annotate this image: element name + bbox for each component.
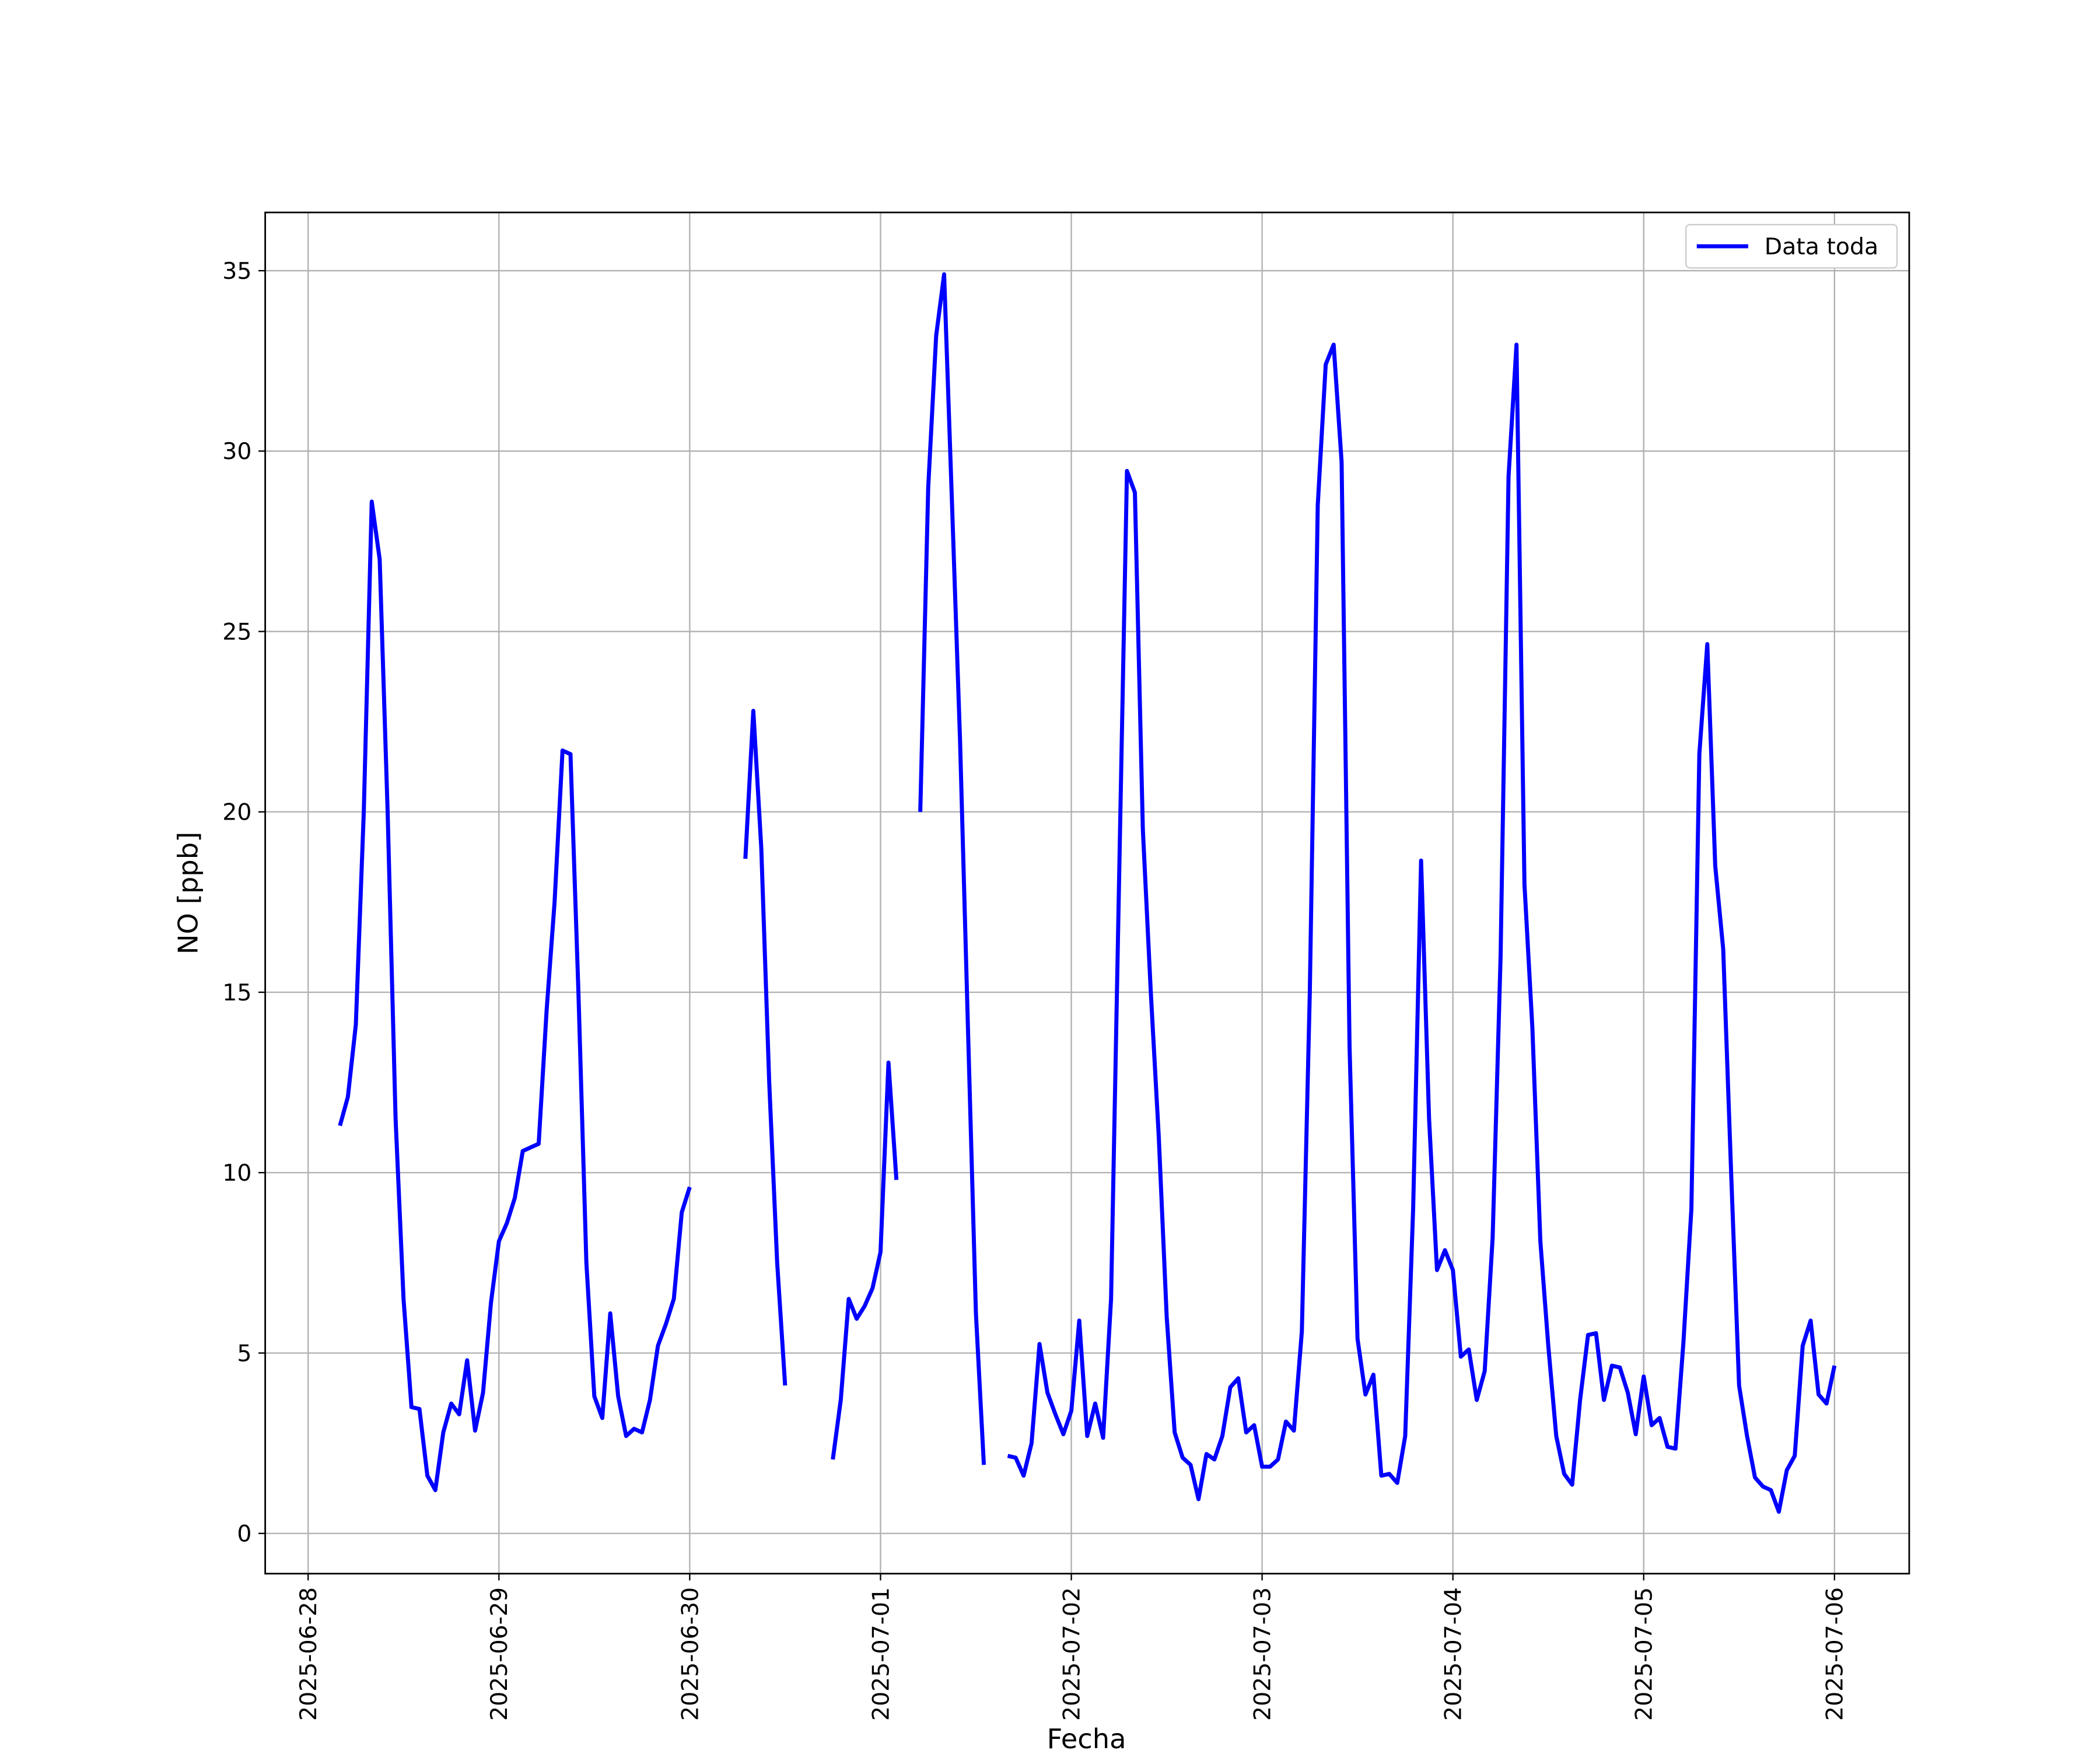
y-tick-label: 30: [222, 438, 251, 465]
plot-background: [265, 212, 1909, 1574]
data-line: [338, 272, 1837, 1514]
y-tick-label: 10: [222, 1160, 251, 1186]
y-axis-label: NO [ppb]: [173, 832, 204, 954]
x-tick-label: 2025-07-06: [1822, 1587, 1849, 1721]
plot-frame: [264, 211, 1910, 1575]
legend-label: Data toda: [1765, 233, 1878, 260]
x-tick-label: 2025-06-29: [486, 1587, 513, 1721]
y-tick-label: 5: [237, 1340, 251, 1367]
x-tick-label: 2025-07-01: [867, 1587, 894, 1721]
x-tick-label: 2025-07-04: [1440, 1587, 1467, 1721]
x-tick-label: 2025-07-02: [1058, 1587, 1085, 1721]
y-tick-label: 25: [222, 618, 251, 645]
x-tick-label: 2025-06-28: [295, 1587, 322, 1721]
y-tick-label: 35: [222, 258, 251, 285]
legend-box: [1685, 223, 1898, 269]
legend: Data toda: [1685, 223, 1898, 269]
x-tick-label: 2025-06-30: [677, 1587, 704, 1721]
x-tick-label: 2025-07-05: [1631, 1587, 1658, 1721]
y-tick-label: 20: [222, 799, 251, 826]
y-tick-label: 15: [222, 979, 251, 1006]
x-tick-label: 2025-07-03: [1250, 1587, 1276, 1721]
y-tick-label: 0: [237, 1521, 251, 1548]
x-axis-label: Fecha: [1047, 1723, 1126, 1750]
